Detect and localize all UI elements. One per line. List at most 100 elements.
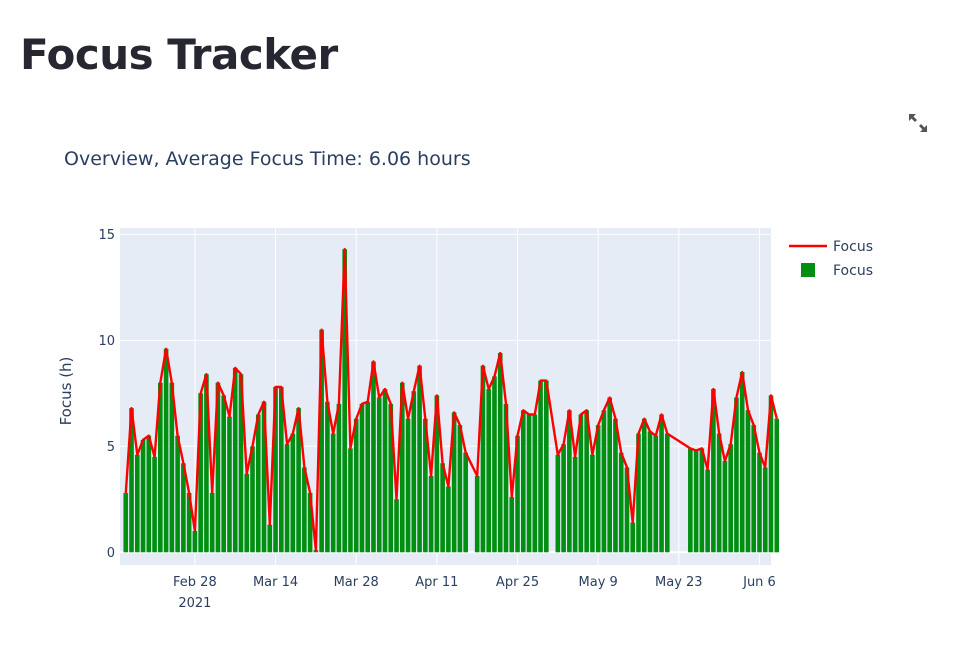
bar[interactable]	[601, 410, 607, 553]
bar[interactable]	[595, 425, 601, 553]
bar[interactable]	[451, 412, 457, 553]
bar[interactable]	[659, 414, 664, 553]
bar[interactable]	[567, 410, 572, 553]
bar[interactable]	[382, 389, 388, 553]
bar[interactable]	[705, 469, 710, 553]
bar[interactable]	[405, 418, 411, 553]
bar[interactable]	[636, 433, 641, 553]
bar[interactable]	[641, 418, 647, 553]
bar[interactable]	[330, 433, 336, 553]
bar[interactable]	[446, 486, 451, 553]
bar[interactable]	[359, 403, 365, 553]
bar[interactable]	[411, 391, 417, 553]
bar[interactable]	[624, 467, 630, 553]
bar[interactable]	[342, 249, 347, 553]
bar[interactable]	[486, 389, 492, 553]
bar[interactable]	[169, 382, 175, 553]
bar[interactable]	[244, 473, 250, 553]
bar[interactable]	[578, 414, 584, 553]
bar[interactable]	[757, 452, 762, 553]
bar[interactable]	[250, 446, 255, 553]
bar[interactable]	[192, 531, 198, 553]
bar[interactable]	[273, 386, 278, 553]
bar[interactable]	[181, 463, 186, 553]
bar[interactable]	[158, 382, 163, 553]
bar[interactable]	[607, 397, 612, 553]
bar[interactable]	[584, 410, 589, 553]
bar[interactable]	[325, 401, 330, 553]
bar[interactable]	[267, 524, 273, 553]
bar[interactable]	[751, 425, 757, 553]
bar[interactable]	[353, 418, 359, 553]
bar[interactable]	[520, 410, 526, 553]
bar[interactable]	[544, 380, 549, 553]
bar[interactable]	[572, 456, 578, 553]
bar[interactable]	[492, 376, 497, 553]
bar[interactable]	[232, 367, 238, 553]
bar[interactable]	[463, 452, 468, 553]
bar[interactable]	[561, 444, 566, 553]
bar[interactable]	[618, 452, 624, 553]
bar[interactable]	[238, 374, 244, 553]
bar[interactable]	[279, 386, 284, 553]
bar[interactable]	[255, 414, 261, 553]
bar[interactable]	[613, 418, 618, 553]
bar[interactable]	[480, 365, 486, 553]
bar[interactable]	[146, 435, 152, 553]
bar[interactable]	[290, 433, 296, 553]
bar[interactable]	[376, 397, 382, 553]
bar[interactable]	[768, 395, 774, 553]
bar[interactable]	[762, 467, 768, 553]
bar[interactable]	[526, 414, 532, 553]
bar[interactable]	[215, 382, 221, 553]
bar[interactable]	[296, 408, 301, 553]
bar[interactable]	[221, 395, 227, 553]
bar[interactable]	[647, 431, 653, 553]
bar[interactable]	[590, 454, 595, 553]
bar[interactable]	[664, 433, 670, 553]
bar[interactable]	[227, 416, 232, 553]
bar[interactable]	[503, 403, 509, 553]
bar[interactable]	[532, 414, 538, 553]
bar[interactable]	[423, 418, 428, 553]
bar[interactable]	[428, 475, 434, 553]
bar[interactable]	[630, 522, 636, 553]
bar[interactable]	[319, 329, 324, 553]
expand-button[interactable]	[904, 109, 932, 137]
legend-item-bar[interactable]: Focus	[801, 263, 873, 279]
bar[interactable]	[399, 382, 405, 553]
bar[interactable]	[739, 372, 745, 553]
bar[interactable]	[284, 444, 290, 553]
bar[interactable]	[129, 408, 134, 553]
bar[interactable]	[140, 439, 146, 553]
bar[interactable]	[688, 448, 693, 553]
bar[interactable]	[774, 418, 780, 553]
bar[interactable]	[198, 393, 203, 553]
bar[interactable]	[693, 450, 699, 553]
bar[interactable]	[204, 374, 209, 553]
bar[interactable]	[555, 454, 561, 553]
bar[interactable]	[515, 435, 520, 553]
bar[interactable]	[307, 492, 313, 553]
bar[interactable]	[538, 380, 543, 553]
bar[interactable]	[653, 435, 659, 553]
bar[interactable]	[163, 348, 169, 553]
bar[interactable]	[716, 433, 722, 553]
bar[interactable]	[302, 467, 307, 553]
bar[interactable]	[348, 448, 353, 553]
bar[interactable]	[175, 435, 180, 553]
bar[interactable]	[365, 401, 371, 553]
bar[interactable]	[261, 401, 267, 553]
bar[interactable]	[497, 353, 503, 553]
bar[interactable]	[474, 475, 480, 553]
bar[interactable]	[152, 456, 157, 553]
bar[interactable]	[123, 492, 129, 553]
bar[interactable]	[722, 461, 728, 553]
legend-item-line[interactable]: Focus	[789, 239, 873, 255]
bar[interactable]	[745, 410, 751, 553]
bar[interactable]	[509, 497, 515, 553]
bar[interactable]	[734, 397, 739, 553]
bar[interactable]	[134, 454, 140, 553]
bar[interactable]	[417, 365, 422, 553]
bar[interactable]	[457, 425, 463, 553]
